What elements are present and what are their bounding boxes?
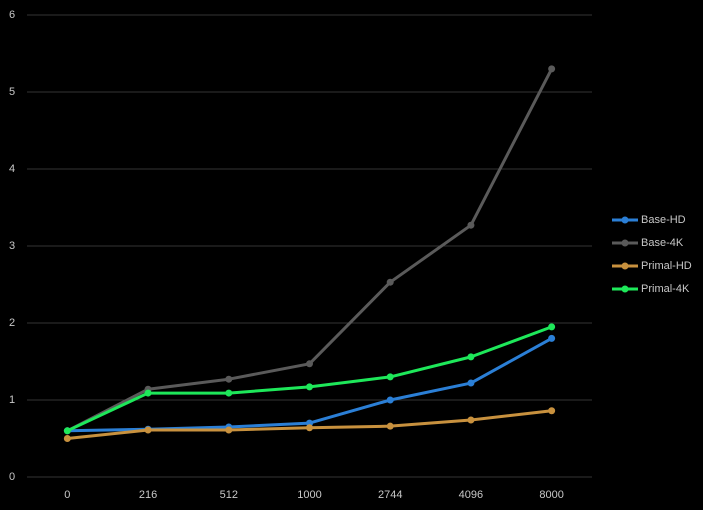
data-point (548, 407, 556, 415)
data-point (63, 427, 71, 435)
data-point (225, 375, 233, 383)
x-tick-label: 4096 (459, 489, 483, 501)
data-point (225, 389, 233, 397)
data-point (306, 424, 313, 432)
data-point (467, 353, 475, 361)
data-point (306, 360, 313, 368)
data-point (144, 389, 152, 397)
data-point (467, 416, 475, 424)
data-point (386, 373, 394, 381)
x-tick-label: 8000 (539, 489, 563, 501)
data-point (467, 379, 475, 387)
data-point (386, 278, 394, 286)
data-point (386, 396, 394, 404)
data-point (225, 426, 233, 434)
x-tick-label: 2744 (378, 489, 402, 501)
legend-marker (621, 262, 629, 270)
legend-marker (621, 216, 629, 224)
legend-marker (621, 239, 629, 247)
data-point (63, 435, 71, 442)
legend-label: Primal-HD (641, 260, 692, 272)
legend-label: Primal-4K (641, 283, 690, 295)
legend-label: Base-4K (641, 237, 684, 249)
data-point (548, 323, 556, 331)
legend-label: Base-HD (641, 214, 686, 226)
y-tick-label: 4 (9, 163, 15, 175)
data-point (144, 426, 152, 434)
data-point (306, 383, 313, 391)
data-point (548, 65, 556, 73)
y-tick-label: 3 (9, 240, 15, 252)
x-tick-label: 216 (139, 489, 157, 501)
y-tick-label: 5 (9, 86, 15, 98)
y-tick-label: 2 (9, 317, 15, 329)
y-tick-label: 1 (9, 394, 15, 406)
y-tick-label: 6 (9, 9, 15, 21)
legend-marker (621, 285, 629, 293)
data-point (386, 422, 394, 430)
data-point (548, 334, 556, 342)
x-tick-label: 1000 (297, 489, 321, 501)
series-line (66, 68, 553, 433)
y-tick-label: 0 (9, 471, 15, 483)
data-point (467, 221, 475, 229)
x-tick-label: 512 (220, 489, 238, 501)
x-tick-label: 0 (64, 489, 70, 501)
